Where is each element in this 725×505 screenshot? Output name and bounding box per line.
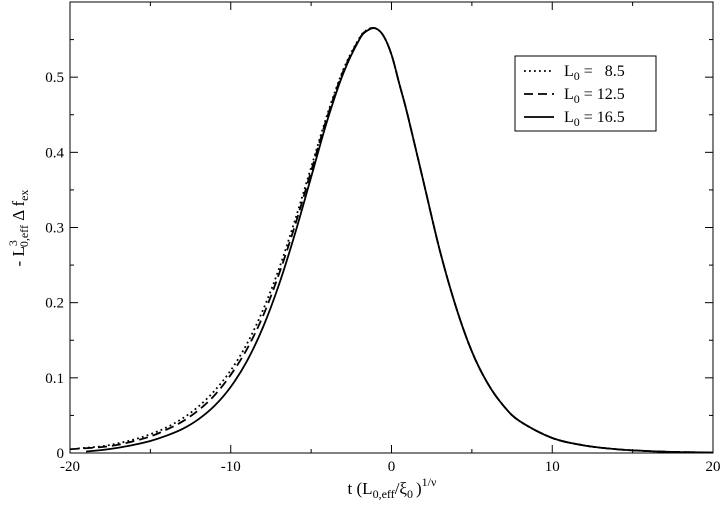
series-line-2 [85,27,714,454]
x-axis-title: t (L0,eff/ξ0)1/ν [348,475,437,501]
y-axis-title: - L30,eff Δ fex [6,190,31,267]
x-tick-label-2: 0 [388,459,396,475]
x-tick-label-1: -10 [221,459,241,475]
x-axis-title-base: t (L [348,479,373,498]
axis-ticks: -20 -10 0 10 20 0 0.1 0.2 0.3 0.4 0.5 [45,2,721,475]
y-tick-label-2: 0.2 [45,296,64,312]
y-axis-title-sup: 3 [6,240,20,246]
plot-area [69,26,714,454]
y-tick-label-3: 0.3 [45,221,64,237]
y-tick-label-1: 0.1 [45,371,64,387]
y-axis-title-mid: Δ f [9,201,28,225]
x-tick-label-3: 10 [545,459,560,475]
x-axis-title-mid: /ξ [395,479,408,498]
x-axis-title-close: ) [416,479,422,498]
y-tick-label-5: 0.5 [45,70,64,86]
x-axis-title-sub2: 0 [407,487,413,501]
y-axis-title-prefix: - L [9,246,28,266]
x-tick-label-0: -20 [60,459,80,475]
legend-label-1: L0 = 12.5 [564,86,625,106]
series-line-1 [69,26,714,454]
legend: L0 = 8.5 L0 = 12.5 L0 = 16.5 [514,55,657,132]
legend-label-2: L0 = 16.5 [564,109,625,129]
y-axis-title-sub: 0,eff [17,225,31,247]
y-tick-label-0: 0 [57,446,65,462]
x-tick-label-4: 20 [706,459,721,475]
legend-label-0: L0 = 8.5 [564,63,625,83]
y-axis-title-sub2: ex [17,190,31,201]
x-axis-title-sup: 1/ν [422,475,437,489]
y-tick-label-4: 0.4 [45,145,64,161]
x-axis-title-sub1: 0,eff [373,487,395,501]
